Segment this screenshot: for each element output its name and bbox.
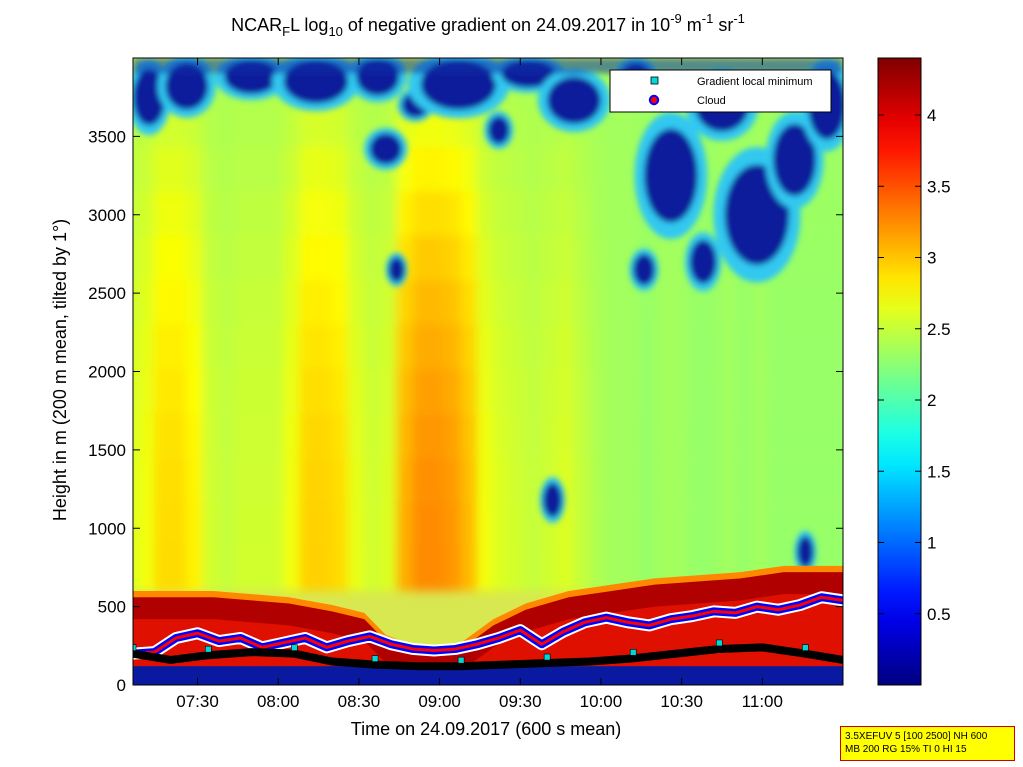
y-tick-label: 1000 — [88, 519, 126, 538]
gradient-minimum-point — [715, 639, 723, 647]
heatmap-cell — [831, 280, 843, 325]
low-region — [543, 482, 562, 518]
y-axis: 0 500 1000 1500 2000 2500 3000 3500 — [88, 127, 843, 695]
colorbar-gradient — [878, 58, 921, 685]
gradient-minimum-point — [802, 644, 809, 651]
colorbar-tick-label: 4 — [927, 106, 936, 125]
heatmap-cell — [831, 502, 843, 547]
ground-band — [133, 666, 843, 685]
low-region — [797, 536, 814, 568]
gradient-minimum-line — [133, 643, 843, 671]
x-axis-label: Time on 24.09.2017 (600 s mean) — [351, 719, 622, 739]
colorbar-tick-label: 3.5 — [927, 177, 951, 196]
title-sup-m: -1 — [702, 11, 714, 26]
low-region — [643, 128, 698, 223]
x-tick-label: 10:00 — [580, 692, 623, 711]
title-mid3: m — [682, 15, 702, 35]
colorbar-tick-label: 2 — [927, 391, 936, 410]
legend-label-cloud: Cloud — [697, 95, 726, 107]
y-tick-label: 3500 — [88, 127, 126, 146]
heatmap-cell — [831, 413, 843, 458]
title-mid2: of negative gradient on 24.09.2017 in 10 — [343, 15, 670, 35]
colorbar-tick-label: 3 — [927, 249, 936, 268]
legend-marker-min — [650, 76, 659, 85]
legend: Gradient local minimum Cloud — [609, 69, 832, 113]
colorbar-tick-label: 2.5 — [927, 320, 951, 339]
heatmap-cell — [831, 324, 843, 369]
legend-box — [609, 69, 832, 113]
y-axis-label: Height in m (200 m mean, tilted by 1°) — [50, 219, 70, 521]
x-axis: 07:30 08:00 08:30 09:00 09:30 10:00 10:30 11:00 — [176, 58, 783, 711]
gradient-minimum-point — [133, 644, 137, 651]
x-tick-label: 11:00 — [742, 692, 783, 711]
cloud-line — [133, 595, 843, 656]
gradient-minimum-point — [371, 655, 379, 662]
low-region — [369, 133, 402, 165]
y-tick-label: 2000 — [88, 363, 126, 382]
info-line-2: MB 200 RG 15% TI 0 HI 15 — [845, 744, 967, 755]
gradient-minimum-point — [205, 645, 212, 653]
title-mid1: L log — [290, 15, 328, 35]
colorbar-tick-label: 1.5 — [927, 462, 951, 481]
colorbar-tick-label: 1 — [927, 534, 936, 553]
colorbar-ticks: 0.5 1 1.5 2 2.5 3 3.5 4 — [878, 106, 951, 624]
heatmap-cell — [831, 146, 843, 192]
low-region — [133, 68, 166, 126]
heatmap-cell — [831, 191, 843, 236]
gradient-minimum-point — [543, 653, 551, 661]
colorbar: 0.5 1 1.5 2 2.5 3 3.5 4 — [877, 57, 951, 686]
title-mid4: sr — [713, 15, 733, 35]
x-tick-label: 10:30 — [660, 692, 703, 711]
title-sub-10: 10 — [328, 24, 342, 39]
heatmap-plot — [133, 58, 843, 685]
heatmap-cell — [831, 235, 843, 281]
gradient-minimum-point — [291, 644, 298, 651]
chart-title: NCARFL log10 of negative gradient on 24.… — [231, 11, 745, 39]
title-sup-9: -9 — [670, 11, 682, 26]
y-tick-label: 1500 — [88, 441, 126, 460]
title-prefix: NCAR — [231, 15, 282, 35]
x-tick-label: 08:00 — [257, 692, 300, 711]
low-region — [488, 115, 510, 145]
y-tick-label: 2500 — [88, 284, 126, 303]
info-box: 3.5XEFUV 5 [100 2500] NH 600 MB 200 RG 1… — [840, 726, 1015, 761]
low-region — [633, 253, 655, 286]
heatmap-cell — [831, 368, 843, 414]
low-region — [547, 76, 601, 124]
info-line-1: 3.5XEFUV 5 [100 2500] NH 600 — [845, 731, 988, 742]
heatmap-cell — [831, 457, 843, 503]
x-tick-label: 09:30 — [499, 692, 542, 711]
heatmap-columns — [133, 58, 843, 591]
x-tick-label: 08:30 — [338, 692, 381, 711]
low-region — [165, 62, 209, 110]
low-region — [773, 123, 817, 196]
low-region — [388, 257, 405, 283]
y-tick-label: 0 — [117, 676, 126, 695]
low-region — [689, 239, 717, 284]
x-tick-label: 09:00 — [418, 692, 461, 711]
title-sub-f: F — [282, 24, 290, 39]
x-tick-label: 07:30 — [176, 692, 219, 711]
y-tick-label: 3000 — [88, 206, 126, 225]
gradient-minimum-point — [457, 656, 465, 664]
y-tick-label: 500 — [98, 598, 126, 617]
title-sup-sr: -1 — [733, 11, 745, 26]
legend-marker-cloud — [648, 94, 660, 106]
colorbar-frame — [877, 57, 922, 686]
gradient-minimum-point — [629, 649, 637, 656]
legend-label-min: Gradient local minimum — [697, 76, 813, 88]
colorbar-tick-label: 0.5 — [927, 605, 951, 624]
marker-lines — [133, 591, 843, 671]
